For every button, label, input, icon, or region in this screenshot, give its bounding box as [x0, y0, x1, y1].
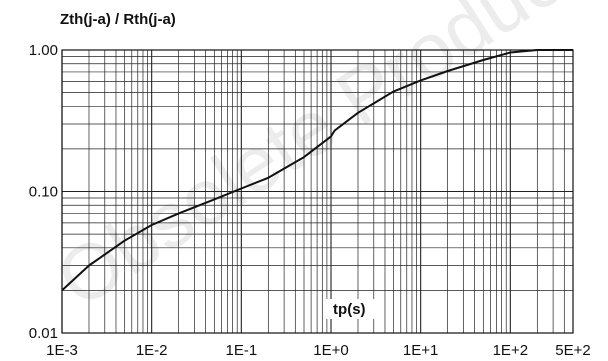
- x-tick-label: 1E-1: [225, 342, 257, 359]
- y-tick-label: 0.01: [29, 325, 58, 342]
- x-axis-label: tp(s): [333, 301, 366, 318]
- y-tick-labels: 0.01 0.10 1.00: [29, 42, 58, 342]
- x-tick-label: 1E+1: [403, 342, 438, 359]
- y-tick-label: 0.10: [29, 184, 58, 201]
- x-tick-label: 1E+2: [493, 342, 528, 359]
- y-tick-label: 1.00: [29, 42, 58, 59]
- x-axis-label-bg: [323, 299, 376, 319]
- x-tick-label: 1E+0: [313, 342, 348, 359]
- x-tick-labels: 1E-3 1E-2 1E-1 1E+0 1E+1 1E+2 5E+2: [46, 342, 591, 359]
- series-line: [61, 49, 573, 292]
- x-tick-label: 1E-3: [46, 342, 78, 359]
- y-axis-title: Zth(j-a) / Rth(j-a): [60, 11, 176, 28]
- grid: [61, 49, 574, 334]
- x-tick-label: 5E+2: [555, 342, 590, 359]
- x-tick-label: 1E-2: [136, 342, 168, 359]
- plot-frame: [61, 49, 574, 334]
- series-group: [61, 49, 573, 292]
